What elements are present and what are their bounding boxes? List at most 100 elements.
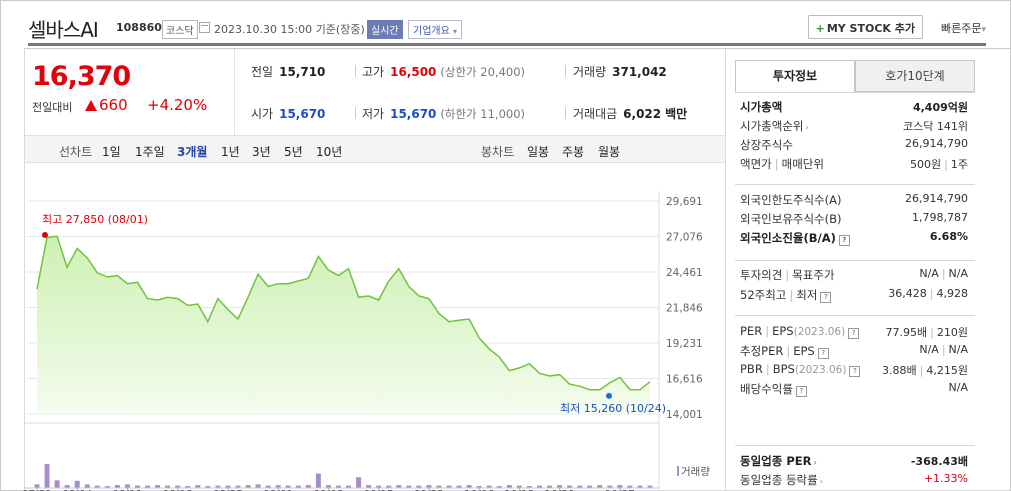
x-tick-label: 07/31 xyxy=(22,489,52,491)
volume-bar xyxy=(275,485,281,488)
tab-candle-daily[interactable]: 일봉 xyxy=(527,145,550,159)
est-per-label: 추정PER xyxy=(740,344,784,358)
overview-label: 기업개요 xyxy=(413,26,450,37)
shares-label: 상장주식수 xyxy=(740,138,793,152)
quote-datetime: 2023.10.30 15:00 기준(장중) xyxy=(214,21,365,37)
volume-bar xyxy=(607,485,613,488)
quick-order-label: 빠른주문 xyxy=(940,22,982,35)
price-change: 660 xyxy=(85,96,128,114)
divider xyxy=(565,107,566,119)
pbr-label-wrap: PBR | BPS(2023.06)? xyxy=(740,362,861,377)
help-icon[interactable]: ? xyxy=(849,366,861,377)
tab-candle-monthly[interactable]: 월봉 xyxy=(598,145,621,159)
current-price: 16,370 xyxy=(32,61,131,92)
tab-period-1d[interactable]: 1일 xyxy=(102,145,121,159)
info-row-foreign-hold: 외국인보유주식수(B) 1,798,787 xyxy=(740,211,968,229)
divider xyxy=(355,107,356,119)
info-section-industry: 동일업종 PER › -368.43배 동일업종 등락률 › +1.33% xyxy=(735,445,975,491)
candle-chart-label: 봉차트 xyxy=(481,145,515,159)
tab-period-1w[interactable]: 1주일 xyxy=(135,145,165,159)
help-icon[interactable]: ? xyxy=(820,292,832,303)
bps-value: 4,215원 xyxy=(926,364,968,377)
est-per-value-wrap: N/A | N/A xyxy=(919,343,968,356)
tab-period-3y[interactable]: 3년 xyxy=(252,145,271,159)
info-section-opinion: 투자의견 | 목표주가 N/A | N/A 52주최고 | 최저? 36,428 | 4,928 xyxy=(735,260,975,306)
volume-bar xyxy=(134,485,140,488)
par-label-wrap: 액면가 | 매매단위 xyxy=(740,156,824,172)
max-marker xyxy=(42,231,48,238)
volume-bar xyxy=(536,485,542,488)
volume-bar xyxy=(265,485,271,488)
tab-investment-info[interactable]: 투자정보 xyxy=(735,60,855,92)
volume-bar xyxy=(577,485,583,488)
ind-change-label: 동일업종 등락률 xyxy=(740,473,818,487)
chevron-down-icon: ▾ xyxy=(453,27,458,36)
x-tick-label: 09/15 xyxy=(364,489,394,491)
market-cap-label: 시가총액 xyxy=(740,100,783,114)
separator: | xyxy=(786,344,791,358)
company-overview-dropdown[interactable]: 기업개요 ▾ xyxy=(408,20,463,39)
tab-period-3m[interactable]: 3개월 xyxy=(177,145,208,159)
realtime-badge[interactable]: 실시간 xyxy=(367,20,403,39)
chevron-right-icon: › xyxy=(813,458,817,467)
volume-bar xyxy=(647,485,653,488)
x-tick-label: 10/27 xyxy=(605,489,635,491)
volume-value: 371,042 xyxy=(612,65,667,79)
volume-bar xyxy=(547,485,553,488)
quick-order-dropdown[interactable]: 빠른주문▾ xyxy=(941,20,986,36)
low-label: 저가 xyxy=(362,107,385,121)
info-row-foreign-limit: 외국인한도주식수(A) 26,914,790 xyxy=(740,192,968,210)
ind-change-label-wrap: 동일업종 등락률 › xyxy=(740,472,823,488)
help-icon[interactable]: ? xyxy=(838,235,850,246)
volume-label: 거래량 xyxy=(573,65,607,79)
amount-value: 6,022 xyxy=(623,107,662,121)
quote-prev: 전일 15,710 xyxy=(251,63,325,80)
unit-value: 1주 xyxy=(950,158,968,171)
opinion-label-wrap: 투자의견 | 목표주가 xyxy=(740,267,835,283)
change-value: 660 xyxy=(99,96,128,114)
help-icon[interactable]: ? xyxy=(795,386,807,397)
volume-bar xyxy=(285,485,291,488)
price-chart[interactable]: 29,691 27,076 24,461 21,846 19,231 16,616 14,0… xyxy=(22,164,725,491)
info-row-industry-per[interactable]: 동일업종 PER › -368.43배 xyxy=(740,453,968,471)
volume-bar xyxy=(346,485,352,488)
x-tick-label: 10/13 xyxy=(504,489,534,491)
tab-order-book[interactable]: 호가10단계 xyxy=(855,60,975,92)
x-tick-label: 09/08 xyxy=(313,489,343,491)
separator: | xyxy=(785,268,790,282)
info-row-per: PER | EPS(2023.06)? 77.95배 | 210원 xyxy=(740,324,968,342)
volume-bar xyxy=(315,473,321,488)
tab-candle-weekly[interactable]: 주봉 xyxy=(562,145,585,159)
amount-unit: 백만 xyxy=(665,107,688,121)
quote-low: 저가 15,670 (하한가 11,000) xyxy=(362,105,525,122)
volume-bar xyxy=(506,485,512,488)
divider xyxy=(565,65,566,77)
w52-low-value: 4,928 xyxy=(936,287,969,300)
tab-period-1y[interactable]: 1년 xyxy=(221,145,240,159)
info-row-rank[interactable]: 시가총액순위 › 코스닥 141위 xyxy=(740,118,968,136)
help-icon[interactable]: ? xyxy=(817,348,829,359)
info-row-pbr: PBR | BPS(2023.06)? 3.88배 | 4,215원 xyxy=(740,362,968,380)
tab-period-5y[interactable]: 5년 xyxy=(284,145,303,159)
w52-high-label: 52주최고 xyxy=(740,288,787,302)
y-tick-label: 14,001 xyxy=(666,409,703,421)
tab-period-10y[interactable]: 10년 xyxy=(316,145,343,159)
add-mystock-button[interactable]: + MY STOCK 추가 xyxy=(807,15,923,39)
per-period: (2023.06) xyxy=(793,326,846,338)
info-row-est-per: 추정PER | EPS? N/A | N/A xyxy=(740,343,968,361)
x-tick-label: 09/22 xyxy=(414,489,444,491)
info-row-industry-change[interactable]: 동일업종 등락률 › +1.33% xyxy=(740,472,968,490)
high-value: 16,500 xyxy=(390,65,437,79)
est-per-label-wrap: 추정PER | EPS? xyxy=(740,343,829,359)
market-badge: 코스닥 xyxy=(162,20,198,39)
ind-per-label-wrap: 동일업종 PER › xyxy=(740,453,817,469)
foreign-limit-value: 26,914,790 xyxy=(905,192,968,205)
help-icon[interactable]: ? xyxy=(848,328,860,339)
volume-bar xyxy=(356,477,362,488)
volume-bar xyxy=(185,486,191,488)
volume-bar xyxy=(637,485,643,488)
x-tick-label: 08/04 xyxy=(62,489,93,491)
y-tick-label: 19,231 xyxy=(666,338,703,350)
volume-bar xyxy=(567,485,573,488)
foreign-ratio-label-wrap: 외국인소진율(B/A)? xyxy=(740,230,850,246)
